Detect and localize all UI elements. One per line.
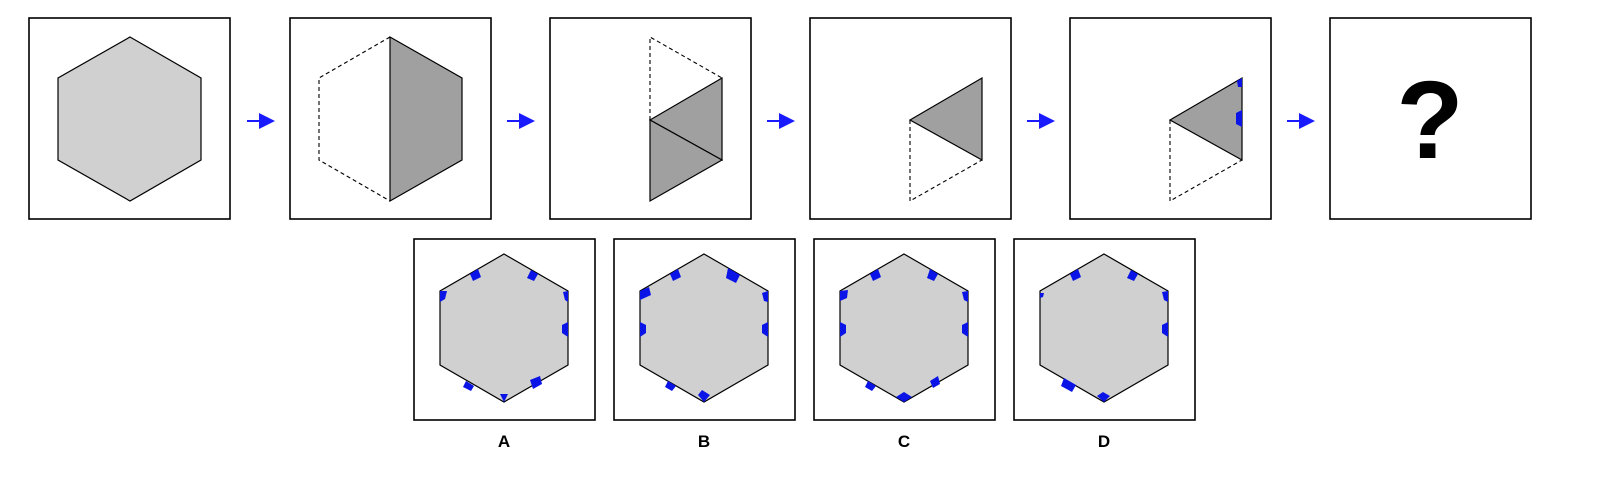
sequence-row: ? — [28, 17, 1532, 220]
sequence-box-5 — [1069, 17, 1272, 220]
cut-mark — [1236, 110, 1242, 127]
option-b[interactable]: B — [613, 238, 796, 451]
cut-marks — [840, 269, 968, 402]
option-label-d: D — [1098, 432, 1110, 451]
option-d[interactable]: D — [1013, 238, 1196, 451]
option-a[interactable]: A — [413, 238, 596, 451]
folded-outline — [909, 120, 983, 202]
lower-triangle — [649, 118, 724, 203]
option-label-c: C — [898, 432, 910, 451]
folded-outline — [1169, 120, 1243, 202]
cut-mark — [1237, 78, 1242, 87]
sequence-box-3 — [549, 17, 752, 220]
sequence-box-6: ? — [1329, 17, 1532, 220]
folded-triangle — [908, 76, 983, 162]
option-c[interactable]: C — [813, 238, 996, 451]
full-hexagon — [57, 36, 202, 202]
folded-outline — [318, 36, 391, 202]
option-label-a: A — [498, 432, 510, 451]
sequence-box-2 — [289, 17, 492, 220]
cut-marks — [1040, 269, 1168, 402]
cut-marks — [440, 269, 568, 402]
option-label-b: B — [698, 432, 710, 451]
folded-half — [389, 35, 463, 203]
sequence-box-4 — [809, 17, 1012, 220]
sequence-box-1 — [28, 17, 231, 220]
cut-marks — [640, 268, 768, 402]
options-row: A B — [413, 238, 1196, 451]
question-mark: ? — [1396, 59, 1463, 182]
